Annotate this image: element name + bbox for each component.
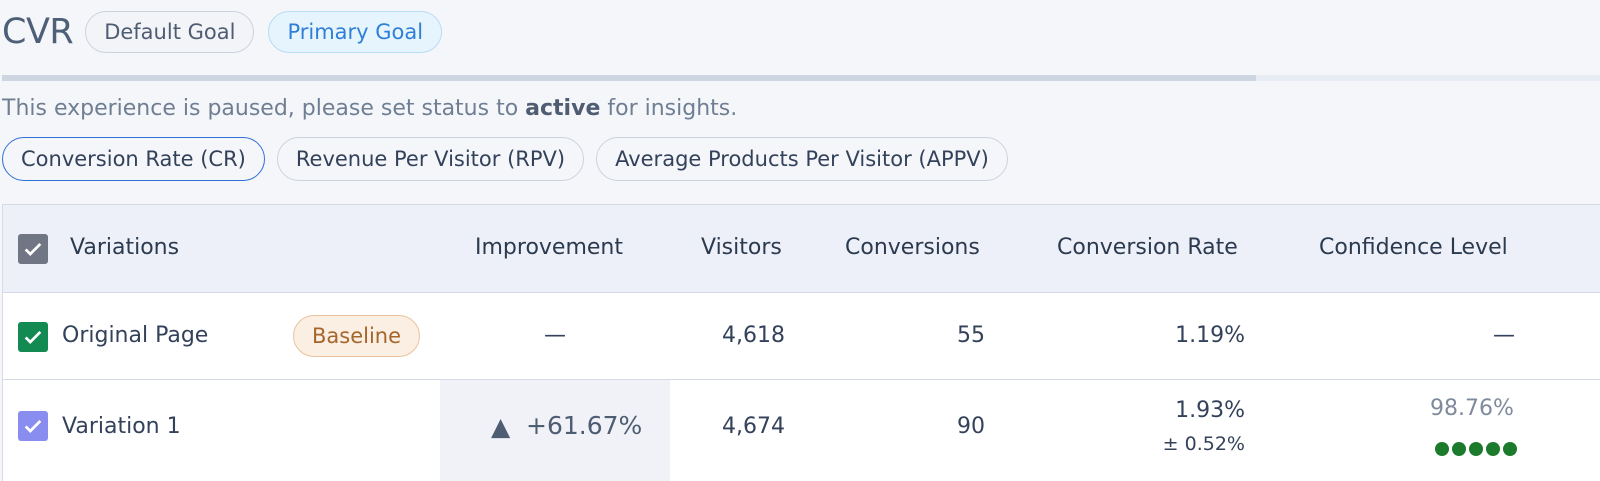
header-conversions[interactable]: Conversions	[845, 235, 980, 260]
row-checkbox[interactable]	[18, 411, 48, 441]
conversions-value: 90	[957, 414, 985, 439]
visitors-value: 4,618	[722, 323, 785, 348]
table-header: Variations Improvement Visitors Conversi…	[3, 205, 1600, 293]
tab-average-products-per-visitor[interactable]: Average Products Per Visitor (APPV)	[596, 137, 1008, 181]
conversion-rate-margin: ± 0.52%	[1162, 433, 1245, 455]
variations-table: Variations Improvement Visitors Conversi…	[2, 204, 1600, 481]
confidence-dots	[1435, 442, 1520, 456]
table-row[interactable]: Variation 1 ▲ +61.67% 4,674 90 1.93% ± 0…	[3, 380, 1600, 481]
tab-conversion-rate[interactable]: Conversion Rate (CR)	[2, 137, 265, 181]
confidence-dot	[1486, 442, 1500, 456]
header-visitors[interactable]: Visitors	[701, 235, 782, 260]
header-conversion-rate[interactable]: Conversion Rate	[1057, 235, 1238, 260]
paused-notice: This experience is paused, please set st…	[2, 96, 737, 121]
notice-status: active	[525, 96, 601, 121]
confidence-dot	[1469, 442, 1483, 456]
improvement-value: —	[544, 323, 566, 348]
improvement-highlight	[440, 380, 670, 481]
variation-name: Original Page	[62, 323, 209, 348]
header-variations[interactable]: Variations	[70, 235, 180, 260]
check-icon	[24, 242, 42, 256]
variation-name: Variation 1	[62, 414, 181, 439]
conversion-rate-value: 1.19%	[1175, 323, 1245, 348]
page-title: CVR	[2, 12, 74, 52]
improvement-up-arrow-icon: ▲	[491, 412, 511, 441]
metric-tabs: Conversion Rate (CR) Revenue Per Visitor…	[2, 137, 1020, 181]
confidence-dot	[1503, 442, 1517, 456]
confidence-dot	[1452, 442, 1466, 456]
check-icon	[24, 330, 42, 344]
check-icon	[24, 419, 42, 433]
conversions-value: 55	[957, 323, 985, 348]
row-checkbox[interactable]	[18, 322, 48, 352]
conversion-rate-value: 1.93%	[1175, 398, 1245, 423]
baseline-badge: Baseline	[293, 315, 421, 357]
report-header: CVR Default Goal Primary Goal	[0, 8, 456, 56]
table-row[interactable]: Original Page Baseline — 4,618 55 1.19% …	[3, 293, 1600, 380]
notice-prefix: This experience is paused, please set st…	[2, 96, 526, 121]
tab-revenue-per-visitor[interactable]: Revenue Per Visitor (RPV)	[276, 137, 585, 181]
header-improvement[interactable]: Improvement	[475, 235, 623, 260]
confidence-value: —	[1493, 323, 1515, 348]
progress-fill	[2, 75, 1257, 81]
header-confidence-level[interactable]: Confidence Level	[1319, 235, 1508, 260]
select-all-checkbox[interactable]	[18, 234, 48, 264]
primary-goal-chip[interactable]: Primary Goal	[268, 11, 443, 53]
confidence-dot	[1435, 442, 1449, 456]
improvement-value: +61.67%	[526, 411, 643, 440]
default-goal-chip[interactable]: Default Goal	[85, 11, 255, 53]
confidence-value: 98.76%	[1430, 396, 1514, 421]
progress-bar	[2, 75, 1600, 81]
visitors-value: 4,674	[722, 414, 785, 439]
notice-suffix: for insights.	[600, 96, 738, 121]
